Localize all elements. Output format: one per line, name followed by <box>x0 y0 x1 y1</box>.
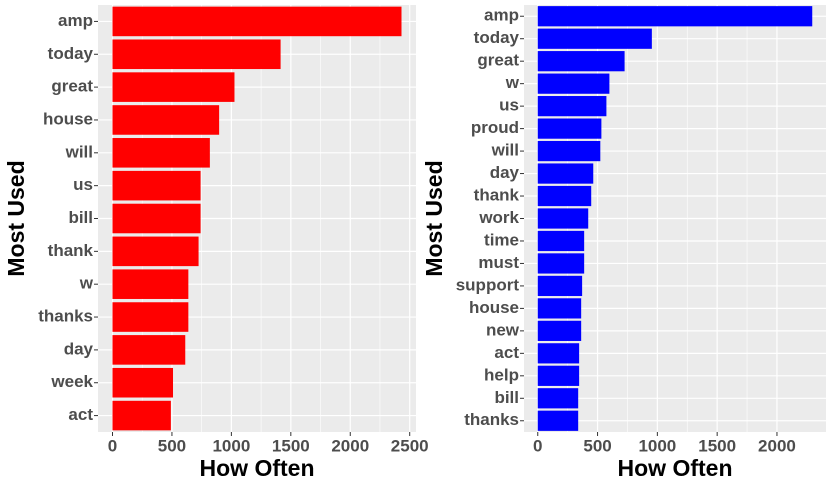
x-tick-label: 2500 <box>391 436 429 455</box>
x-tick-label: 2000 <box>758 436 796 455</box>
bar <box>112 367 174 398</box>
y-tick-label: thanks <box>464 410 519 429</box>
y-tick-label: bill <box>494 388 519 407</box>
y-tick-label: act <box>68 405 93 424</box>
bar <box>537 320 582 341</box>
y-tick-label: bill <box>68 208 93 227</box>
bar <box>537 28 652 49</box>
bar <box>112 39 281 70</box>
y-axis-title: Most Used <box>3 160 29 276</box>
y-tick-label: thank <box>48 241 94 260</box>
y-tick-label: us <box>499 96 519 115</box>
x-tick-label: 2000 <box>331 436 369 455</box>
y-tick-label: day <box>490 163 520 182</box>
y-tick-label: today <box>48 44 94 63</box>
bar <box>112 6 402 37</box>
bar <box>112 269 189 299</box>
x-axis-title: How Often <box>200 455 315 481</box>
bar <box>112 203 201 234</box>
x-tick-label: 1000 <box>212 436 250 455</box>
y-tick-label: great <box>477 51 519 70</box>
x-tick-label: 500 <box>158 436 186 455</box>
bar <box>112 335 186 365</box>
y-tick-label: house <box>469 298 519 317</box>
bar <box>112 400 171 431</box>
bar <box>537 230 585 252</box>
y-tick-label: help <box>484 365 519 384</box>
y-tick-label: must <box>478 253 519 272</box>
y-tick-label: work <box>478 208 519 227</box>
bar <box>537 208 589 229</box>
y-tick-label: act <box>494 343 519 362</box>
y-tick-label: day <box>64 339 94 358</box>
bar <box>537 118 602 139</box>
bar <box>112 170 201 201</box>
y-tick-label: week <box>50 372 93 391</box>
y-tick-label: will <box>491 141 519 160</box>
y-tick-label: thanks <box>38 307 93 326</box>
bar <box>112 105 220 135</box>
y-tick-label: amp <box>484 6 519 25</box>
bar <box>112 236 199 267</box>
x-tick-label: 0 <box>108 436 117 455</box>
bar <box>537 96 607 117</box>
bar <box>537 343 580 364</box>
bar <box>537 410 579 431</box>
y-tick-label: new <box>486 320 520 339</box>
bar <box>112 138 210 168</box>
bar <box>537 275 583 297</box>
bar <box>537 51 625 72</box>
y-tick-label: will <box>65 142 93 161</box>
x-tick-label: 1500 <box>272 436 310 455</box>
y-tick-label: us <box>73 175 93 194</box>
x-tick-label: 1500 <box>698 436 736 455</box>
y-tick-label: proud <box>471 118 519 137</box>
x-tick-label: 500 <box>583 436 611 455</box>
bar <box>537 73 610 94</box>
bar <box>537 6 813 27</box>
bar <box>537 365 580 386</box>
y-tick-label: amp <box>58 11 93 30</box>
x-tick-label: 1000 <box>638 436 676 455</box>
y-tick-label: time <box>484 230 519 249</box>
bar <box>112 302 189 332</box>
y-tick-label: today <box>474 28 520 47</box>
y-tick-label: w <box>505 73 520 92</box>
y-axis-title: Most Used <box>421 160 447 276</box>
bar <box>537 298 582 319</box>
bar <box>537 388 579 409</box>
x-axis-title: How Often <box>618 455 733 481</box>
x-tick-label: 0 <box>533 436 542 455</box>
bar <box>537 163 594 184</box>
y-tick-label: great <box>51 77 93 96</box>
y-tick-label: w <box>79 274 94 293</box>
bar <box>112 72 235 102</box>
bar <box>537 185 592 207</box>
y-tick-label: house <box>43 109 93 128</box>
bar <box>537 253 585 274</box>
y-tick-label: thank <box>474 186 520 205</box>
bar <box>537 140 601 162</box>
y-tick-label: support <box>456 275 520 294</box>
